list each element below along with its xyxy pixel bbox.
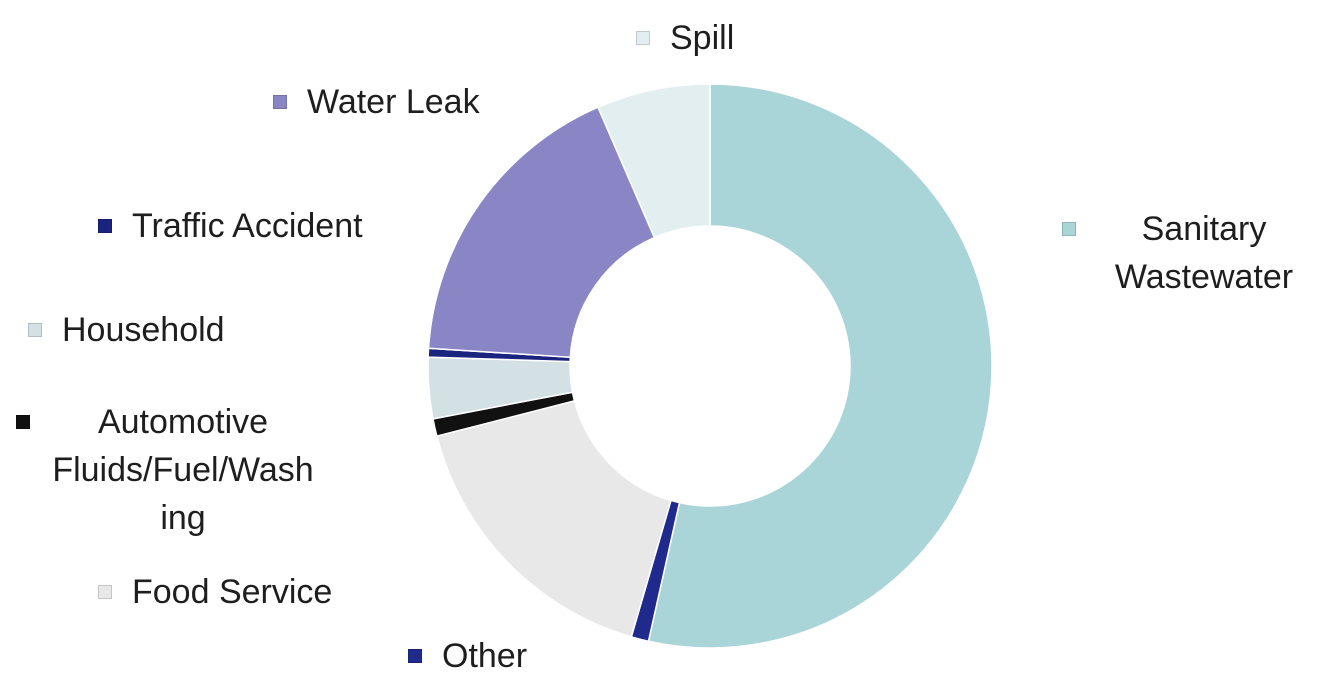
legend-label: Household (62, 311, 225, 349)
donut-slice (647, 83, 993, 649)
legend-label: Traffic Accident (132, 207, 363, 245)
legend-label: Water Leak (307, 83, 480, 121)
legend-label: Other (442, 637, 528, 675)
legend-swatch (28, 323, 42, 337)
legend-label: Food Service (132, 573, 333, 611)
legend-item: Traffic Accident (98, 202, 363, 250)
legend-item: Water Leak (273, 78, 480, 126)
legend-swatch (273, 95, 287, 109)
legend-item: Other (408, 632, 527, 680)
legend-label: Automotive Fluids/Fuel/Washing (52, 403, 314, 537)
legend-item: Sanitary Wastewater (1062, 205, 1312, 301)
legend-item: Household (28, 306, 225, 354)
legend-swatch (98, 585, 112, 599)
donut-slice (427, 106, 656, 359)
legend-item: Spill (636, 14, 734, 62)
legend-swatch (16, 415, 30, 429)
legend-label: Sanitary Wastewater (1114, 210, 1294, 296)
legend-label: Spill (670, 19, 735, 57)
legend-swatch (98, 219, 112, 233)
legend-swatch (636, 31, 650, 45)
legend-swatch (1062, 222, 1076, 236)
legend-swatch (408, 649, 422, 663)
legend-item: Food Service (98, 568, 332, 616)
donut-slice (597, 83, 711, 239)
legend-item: Automotive Fluids/Fuel/Washing (16, 398, 316, 542)
donut-slice (435, 399, 672, 638)
